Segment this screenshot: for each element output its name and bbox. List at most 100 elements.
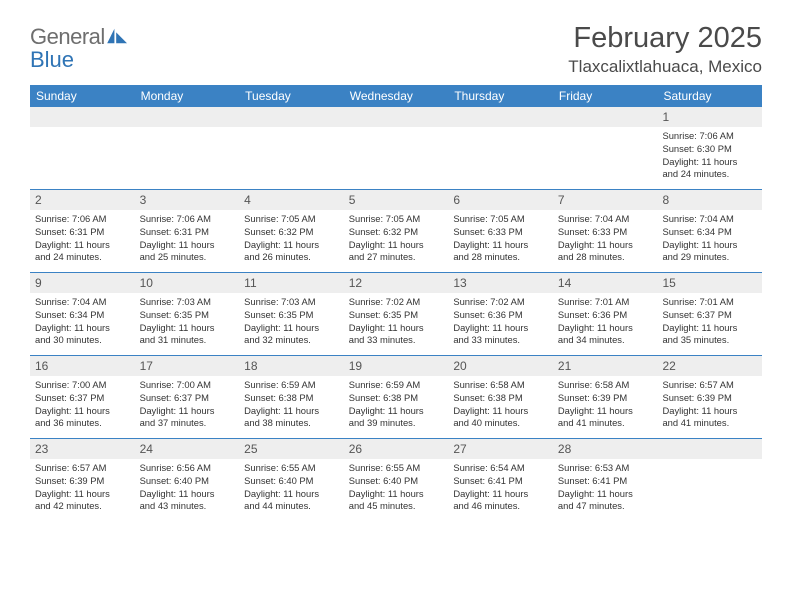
sunset-text: Sunset: 6:38 PM — [349, 392, 444, 405]
calendar-cell: 18Sunrise: 6:59 AMSunset: 6:38 PMDayligh… — [239, 356, 344, 438]
calendar-cell: 10Sunrise: 7:03 AMSunset: 6:35 PMDayligh… — [135, 273, 240, 355]
sunrise-text: Sunrise: 7:04 AM — [558, 213, 653, 226]
logo-text-blue: Blue — [30, 47, 74, 73]
sunset-text: Sunset: 6:35 PM — [244, 309, 339, 322]
daylight-text: and 28 minutes. — [453, 251, 548, 264]
calendar-cell: 23Sunrise: 6:57 AMSunset: 6:39 PMDayligh… — [30, 439, 135, 521]
calendar-cell: 8Sunrise: 7:04 AMSunset: 6:34 PMDaylight… — [657, 190, 762, 272]
calendar-cell — [30, 107, 135, 189]
sunrise-text: Sunrise: 7:05 AM — [453, 213, 548, 226]
calendar-cell: 17Sunrise: 7:00 AMSunset: 6:37 PMDayligh… — [135, 356, 240, 438]
daylight-text: and 31 minutes. — [140, 334, 235, 347]
sunset-text: Sunset: 6:32 PM — [244, 226, 339, 239]
day-number: 1 — [657, 107, 762, 127]
daylight-text: Daylight: 11 hours — [35, 239, 130, 252]
sunset-text: Sunset: 6:39 PM — [558, 392, 653, 405]
day-number: 14 — [553, 273, 658, 293]
daylight-text: and 38 minutes. — [244, 417, 339, 430]
day-number: 12 — [344, 273, 449, 293]
day-number: 16 — [30, 356, 135, 376]
brand-logo: General — [30, 22, 129, 50]
sunrise-text: Sunrise: 7:04 AM — [35, 296, 130, 309]
sunrise-text: Sunrise: 7:03 AM — [140, 296, 235, 309]
location-subtitle: Tlaxcalixtlahuaca, Mexico — [568, 57, 762, 77]
sunset-text: Sunset: 6:34 PM — [35, 309, 130, 322]
day-number: 24 — [135, 439, 240, 459]
daylight-text: and 34 minutes. — [558, 334, 653, 347]
day-number: 7 — [553, 190, 658, 210]
daylight-text: and 44 minutes. — [244, 500, 339, 513]
daylight-text: Daylight: 11 hours — [662, 322, 757, 335]
day-number: 22 — [657, 356, 762, 376]
daylight-text: and 45 minutes. — [349, 500, 444, 513]
weeks-container: 1Sunrise: 7:06 AMSunset: 6:30 PMDaylight… — [30, 107, 762, 521]
day-number: 26 — [344, 439, 449, 459]
daylight-text: and 33 minutes. — [349, 334, 444, 347]
day-number: 6 — [448, 190, 553, 210]
day-number: 28 — [553, 439, 658, 459]
calendar-cell: 15Sunrise: 7:01 AMSunset: 6:37 PMDayligh… — [657, 273, 762, 355]
sunrise-text: Sunrise: 6:59 AM — [349, 379, 444, 392]
calendar-cell: 16Sunrise: 7:00 AMSunset: 6:37 PMDayligh… — [30, 356, 135, 438]
sunset-text: Sunset: 6:33 PM — [453, 226, 548, 239]
calendar-cell: 13Sunrise: 7:02 AMSunset: 6:36 PMDayligh… — [448, 273, 553, 355]
day-number: 13 — [448, 273, 553, 293]
weekday-header: Saturday — [657, 85, 762, 107]
calendar-cell — [448, 107, 553, 189]
sunset-text: Sunset: 6:36 PM — [558, 309, 653, 322]
daylight-text: and 32 minutes. — [244, 334, 339, 347]
daylight-text: Daylight: 11 hours — [662, 239, 757, 252]
calendar-cell: 1Sunrise: 7:06 AMSunset: 6:30 PMDaylight… — [657, 107, 762, 189]
sunset-text: Sunset: 6:40 PM — [244, 475, 339, 488]
daylight-text: Daylight: 11 hours — [140, 488, 235, 501]
sunrise-text: Sunrise: 6:58 AM — [558, 379, 653, 392]
daylight-text: Daylight: 11 hours — [349, 239, 444, 252]
sunrise-text: Sunrise: 6:58 AM — [453, 379, 548, 392]
calendar-cell: 11Sunrise: 7:03 AMSunset: 6:35 PMDayligh… — [239, 273, 344, 355]
sunset-text: Sunset: 6:38 PM — [244, 392, 339, 405]
daylight-text: Daylight: 11 hours — [558, 322, 653, 335]
sunset-text: Sunset: 6:41 PM — [453, 475, 548, 488]
daylight-text: and 27 minutes. — [349, 251, 444, 264]
calendar-cell — [239, 107, 344, 189]
day-number: 18 — [239, 356, 344, 376]
day-number: 4 — [239, 190, 344, 210]
calendar-cell — [553, 107, 658, 189]
day-number: 25 — [239, 439, 344, 459]
daylight-text: Daylight: 11 hours — [558, 405, 653, 418]
daylight-text: and 35 minutes. — [662, 334, 757, 347]
day-number: 8 — [657, 190, 762, 210]
sunrise-text: Sunrise: 6:56 AM — [140, 462, 235, 475]
day-number: 23 — [30, 439, 135, 459]
daylight-text: Daylight: 11 hours — [244, 405, 339, 418]
calendar-week-row: 2Sunrise: 7:06 AMSunset: 6:31 PMDaylight… — [30, 190, 762, 273]
weekday-header: Thursday — [448, 85, 553, 107]
header: General February 2025 Tlaxcalixtlahuaca,… — [30, 22, 762, 77]
sunset-text: Sunset: 6:34 PM — [662, 226, 757, 239]
sunrise-text: Sunrise: 7:01 AM — [662, 296, 757, 309]
daylight-text: and 41 minutes. — [662, 417, 757, 430]
calendar-page: General February 2025 Tlaxcalixtlahuaca,… — [0, 0, 792, 541]
daylight-text: and 41 minutes. — [558, 417, 653, 430]
daylight-text: Daylight: 11 hours — [35, 488, 130, 501]
sunset-text: Sunset: 6:40 PM — [140, 475, 235, 488]
day-number: 17 — [135, 356, 240, 376]
daylight-text: Daylight: 11 hours — [244, 239, 339, 252]
sunrise-text: Sunrise: 7:03 AM — [244, 296, 339, 309]
calendar-cell: 3Sunrise: 7:06 AMSunset: 6:31 PMDaylight… — [135, 190, 240, 272]
sunset-text: Sunset: 6:33 PM — [558, 226, 653, 239]
calendar-cell: 22Sunrise: 6:57 AMSunset: 6:39 PMDayligh… — [657, 356, 762, 438]
calendar-cell: 28Sunrise: 6:53 AMSunset: 6:41 PMDayligh… — [553, 439, 658, 521]
calendar-cell: 4Sunrise: 7:05 AMSunset: 6:32 PMDaylight… — [239, 190, 344, 272]
calendar-cell: 27Sunrise: 6:54 AMSunset: 6:41 PMDayligh… — [448, 439, 553, 521]
calendar-cell: 12Sunrise: 7:02 AMSunset: 6:35 PMDayligh… — [344, 273, 449, 355]
daylight-text: and 24 minutes. — [35, 251, 130, 264]
sunrise-text: Sunrise: 6:57 AM — [662, 379, 757, 392]
sunset-text: Sunset: 6:38 PM — [453, 392, 548, 405]
daylight-text: and 37 minutes. — [140, 417, 235, 430]
calendar-cell — [135, 107, 240, 189]
day-number — [344, 107, 449, 127]
daylight-text: Daylight: 11 hours — [35, 405, 130, 418]
sunrise-text: Sunrise: 7:00 AM — [35, 379, 130, 392]
daylight-text: and 25 minutes. — [140, 251, 235, 264]
